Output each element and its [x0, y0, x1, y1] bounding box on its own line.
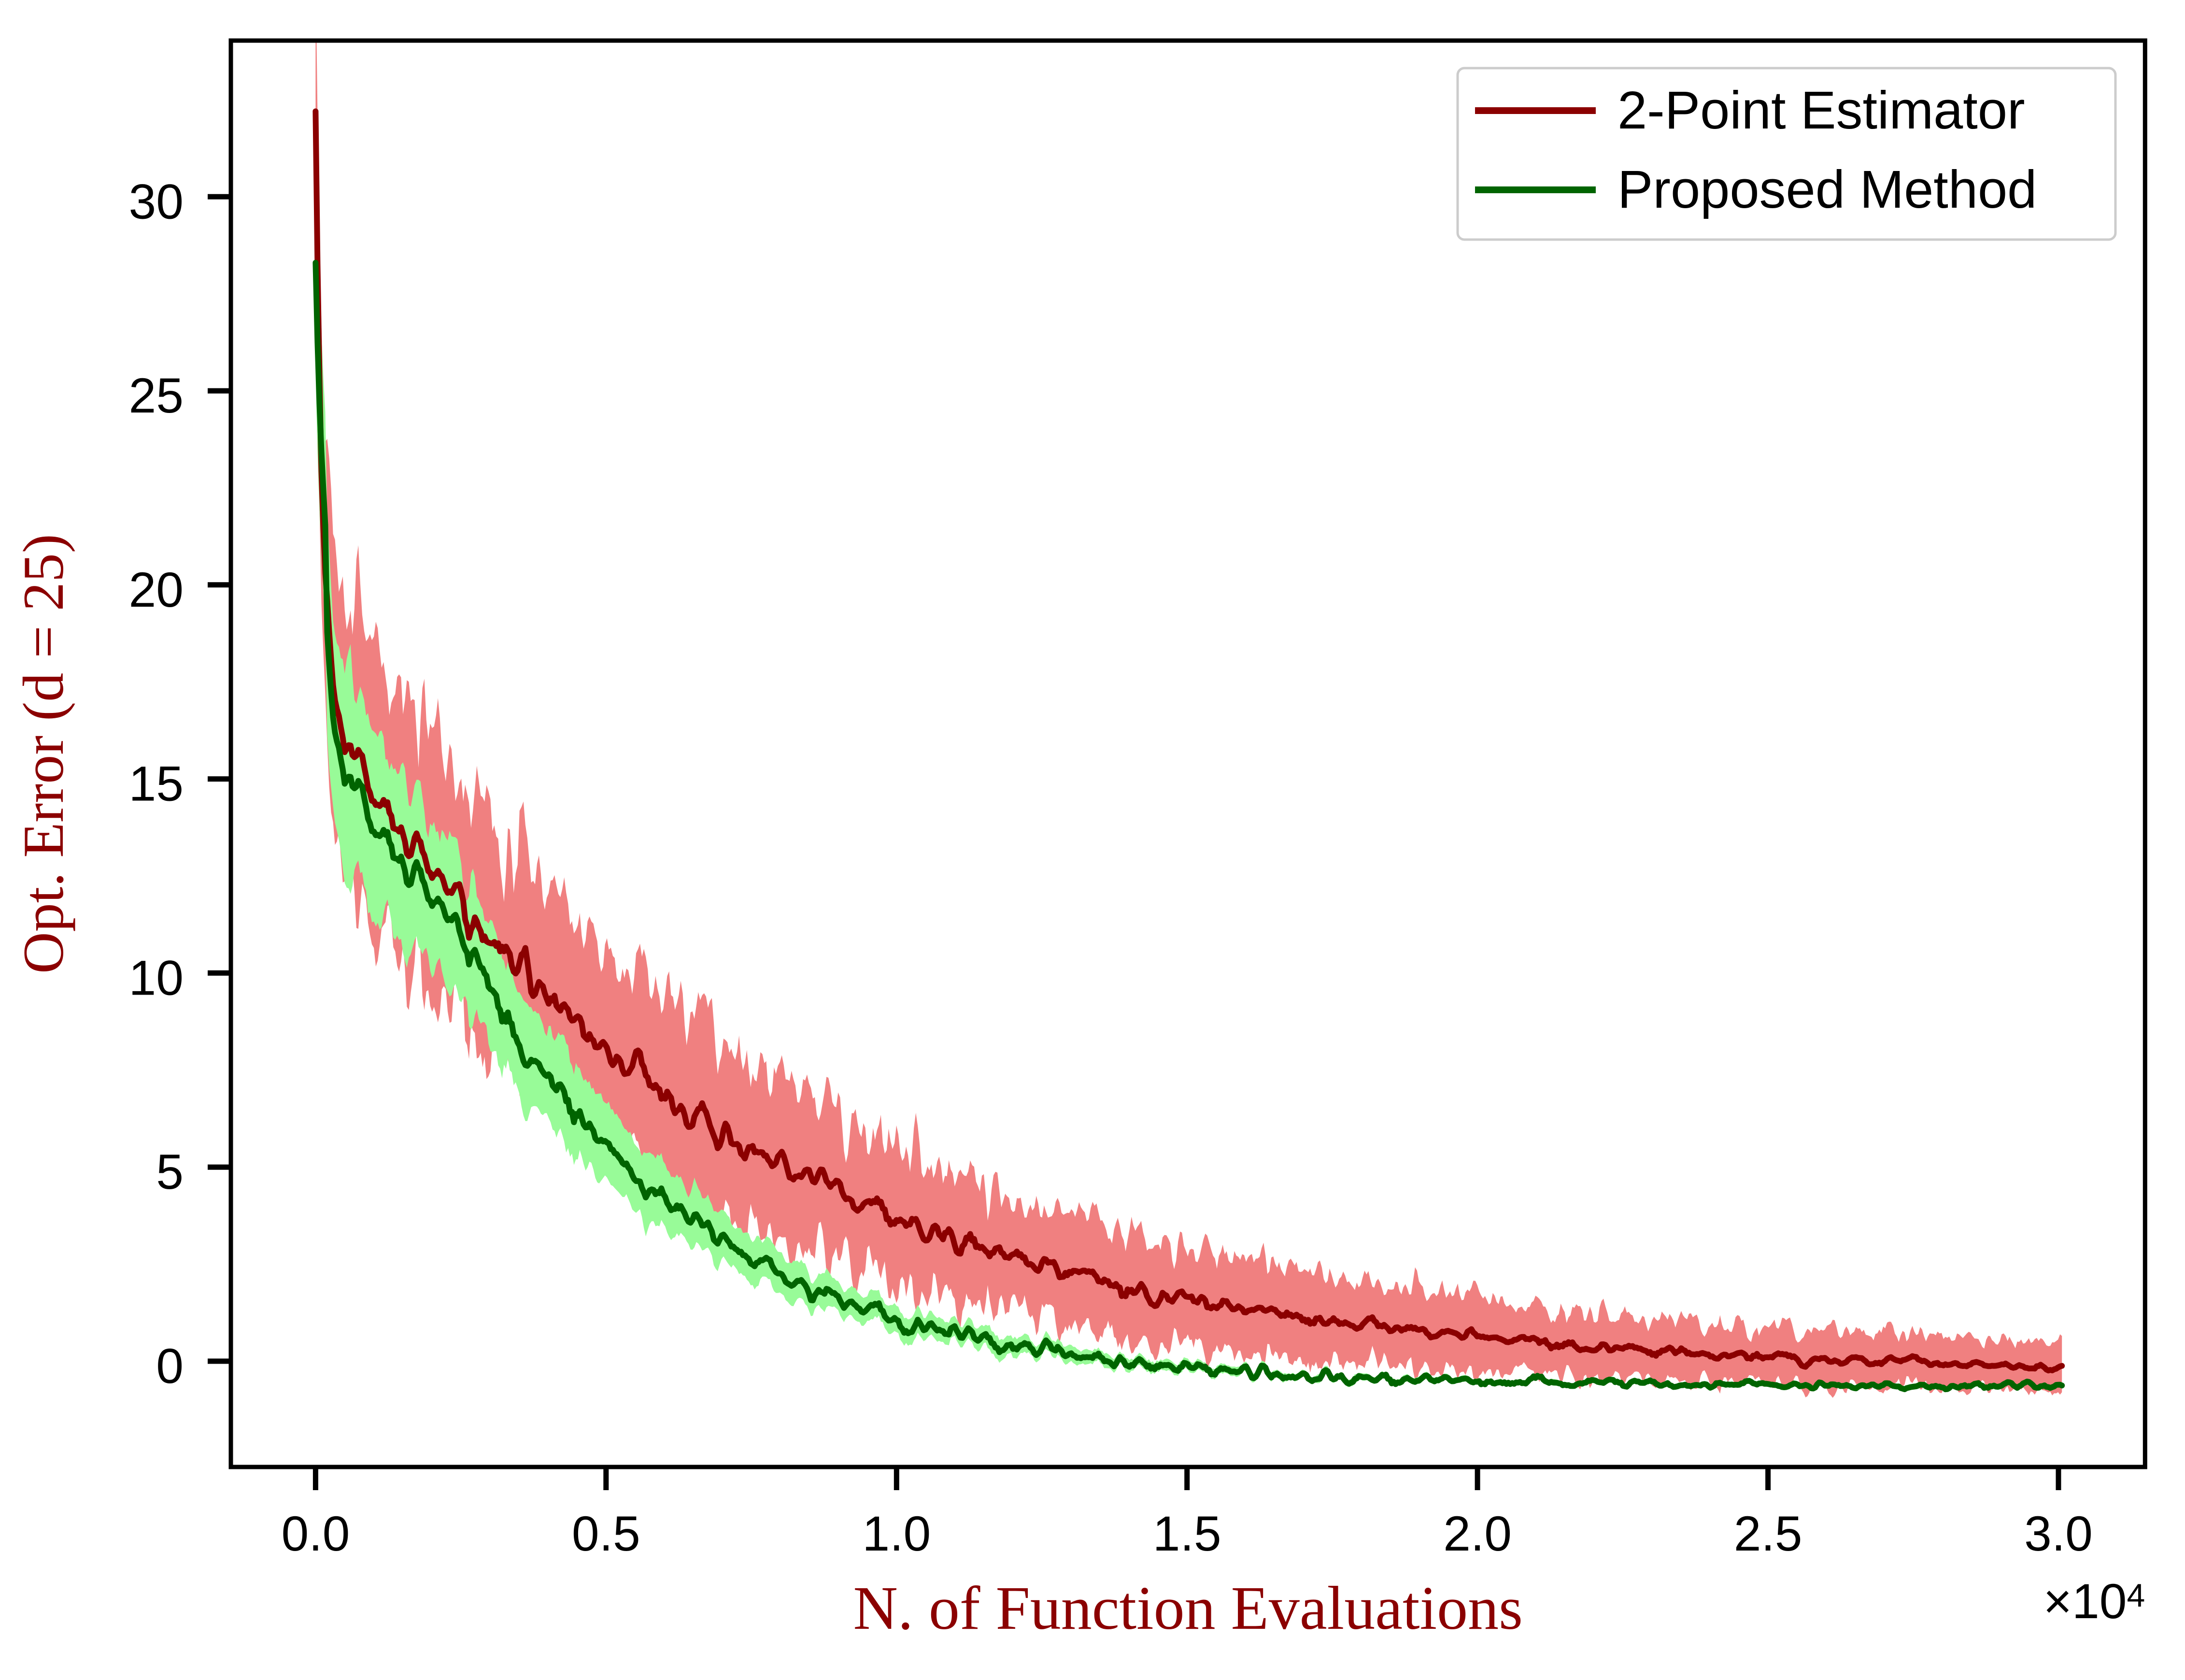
svg-text:2-Point Estimator: 2-Point Estimator: [1617, 81, 2025, 140]
svg-text:3.0: 3.0: [2024, 1506, 2093, 1561]
svg-text:N. of Function Evaluations: N. of Function Evaluations: [853, 1574, 1523, 1642]
svg-text:30: 30: [129, 174, 184, 229]
svg-text:15: 15: [129, 756, 184, 812]
svg-text:2.5: 2.5: [1734, 1506, 1802, 1561]
svg-text:0: 0: [156, 1338, 184, 1394]
svg-text:0.0: 0.0: [282, 1506, 350, 1561]
svg-text:0.5: 0.5: [572, 1506, 640, 1561]
svg-text:Opt. Error (d = 25): Opt. Error (d = 25): [11, 534, 75, 974]
svg-text:5: 5: [156, 1144, 184, 1199]
svg-text:20: 20: [129, 562, 184, 617]
svg-text:25: 25: [129, 368, 184, 423]
svg-text:1.5: 1.5: [1153, 1506, 1221, 1561]
svg-text:Proposed Method: Proposed Method: [1617, 160, 2037, 219]
svg-text:1.0: 1.0: [862, 1506, 931, 1561]
svg-text:10: 10: [129, 950, 184, 1005]
svg-text:2.0: 2.0: [1443, 1506, 1512, 1561]
